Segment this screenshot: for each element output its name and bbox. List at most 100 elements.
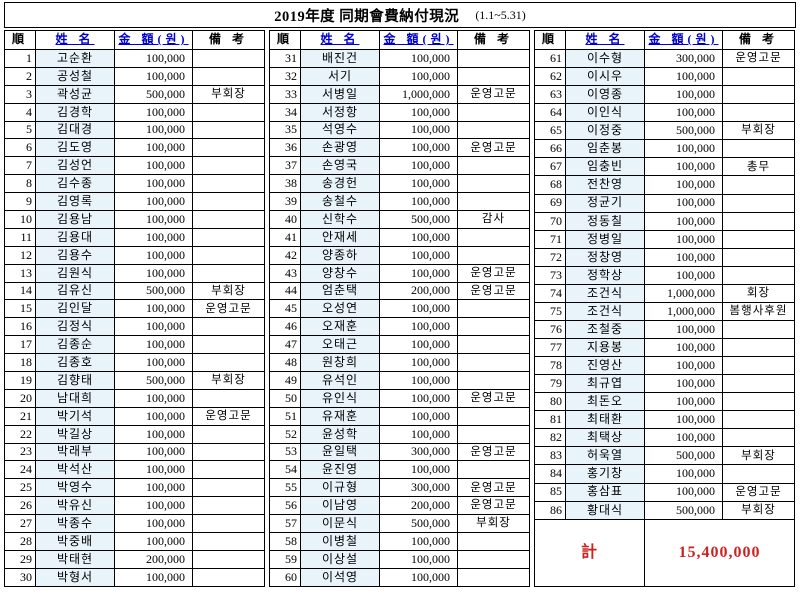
amount-cell: 100,000 [379, 335, 458, 355]
note-cell: 운영고문 [457, 84, 530, 104]
row-number-cell: 56 [269, 496, 301, 516]
name-cell: 홍삼표 [565, 482, 645, 502]
table-row: 59 이상설 100,000 [269, 549, 530, 569]
amount-cell: 100,000 [644, 85, 723, 105]
note-cell [192, 102, 265, 122]
table-row: 64 이인식 100,000 [534, 103, 795, 123]
table-row: 34 서정항 100,000 [269, 102, 530, 122]
table-row: 56 이남영 200,000 운영고문 [269, 496, 530, 516]
amount-cell: 100,000 [114, 406, 193, 426]
table-row: 78 진영산 100,000 [534, 356, 795, 376]
table-row: 76 조철중 100,000 [534, 319, 795, 340]
amount-cell: 500,000 [114, 371, 193, 390]
row-number-cell: 3 [4, 84, 36, 104]
name-cell: 김용수 [35, 245, 115, 265]
name-cell: 박길상 [35, 424, 115, 444]
name-cell: 곽성균 [35, 84, 115, 104]
row-number-cell: 27 [4, 514, 36, 534]
table-row: 85 홍삼표 100,000 운영고문 [534, 482, 795, 502]
amount-cell: 100,000 [379, 549, 458, 569]
fee-table-group-2: 順 姓 名 金 額(원) 備 考 31 배진건 100,000 32 서기 100,000… [269, 30, 530, 588]
note-cell: 부회장 [722, 500, 795, 521]
row-number-cell: 24 [4, 460, 36, 480]
row-number-cell: 48 [269, 353, 301, 373]
amount-cell: 100,000 [644, 410, 723, 430]
note-cell [722, 85, 795, 105]
table-row: 21 박기석 100,000 운영고문 [4, 406, 265, 426]
table-row: 24 박석산 100,000 [4, 460, 265, 480]
amount-cell: 100,000 [379, 138, 458, 158]
row-number-cell: 18 [4, 353, 36, 373]
row-number-cell: 62 [534, 67, 566, 87]
note-cell [722, 211, 795, 231]
table-row: 23 박래부 100,000 [4, 442, 265, 462]
name-cell: 최규엽 [565, 374, 645, 394]
note-cell: 운영고문 [457, 263, 530, 283]
note-cell [457, 227, 530, 247]
name-cell: 김수종 [35, 174, 115, 194]
table-row: 84 홍기창 100,000 [534, 464, 795, 484]
note-cell: 운영고문 [192, 299, 265, 319]
amount-cell: 100,000 [644, 193, 723, 213]
name-cell: 오재훈 [300, 317, 380, 337]
note-cell: 부회장 [192, 281, 265, 301]
row-number-cell: 86 [534, 500, 566, 521]
amount-cell: 100,000 [379, 353, 458, 373]
col-header-amount: 金 額(원) [379, 30, 458, 50]
amount-cell: 100,000 [379, 532, 458, 551]
name-cell: 양창수 [300, 263, 380, 283]
note-cell [192, 496, 265, 516]
row-number-cell: 4 [4, 102, 36, 122]
amount-cell: 100,000 [379, 245, 458, 265]
amount-cell: 100,000 [114, 227, 193, 247]
row-number-cell: 83 [534, 446, 566, 466]
row-number-cell: 21 [4, 406, 36, 426]
table-row: 58 이병철 100,000 [269, 532, 530, 551]
name-cell: 서정항 [300, 102, 380, 122]
name-cell: 이상설 [300, 549, 380, 569]
note-cell [722, 193, 795, 213]
name-cell: 손광영 [300, 138, 380, 158]
amount-cell: 100,000 [114, 567, 193, 588]
row-number-cell: 13 [4, 263, 36, 283]
name-cell: 김대경 [35, 120, 115, 140]
note-cell: 운영고문 [457, 138, 530, 158]
name-cell: 임춘봉 [565, 139, 645, 159]
table-row: 49 유석인 100,000 [269, 371, 530, 390]
row-number-cell: 30 [4, 567, 36, 588]
col-header-no: 順 [4, 30, 36, 50]
note-cell: 회장 [722, 283, 795, 303]
name-cell: 최돈오 [565, 392, 645, 412]
row-number-cell: 36 [269, 138, 301, 158]
table-row: 36 손광영 100,000 운영고문 [269, 138, 530, 158]
table-row: 18 김종호 100,000 [4, 353, 265, 373]
table-row: 75 조건식 1,000,000 봄행사후원 [534, 301, 795, 321]
note-cell [722, 139, 795, 159]
amount-cell: 300,000 [379, 478, 458, 498]
note-cell: 운영고문 [722, 482, 795, 502]
table-row: 68 전찬영 100,000 [534, 175, 795, 195]
amount-cell: 100,000 [114, 478, 193, 498]
note-cell [722, 247, 795, 267]
amount-cell: 100,000 [114, 514, 193, 534]
note-cell [722, 410, 795, 430]
name-cell: 이규형 [300, 478, 380, 498]
name-cell: 전찬영 [565, 175, 645, 195]
name-cell: 조철중 [565, 319, 645, 340]
table-row: 19 김향태 500,000 부회장 [4, 371, 265, 390]
col-header-amount: 金 額(원) [114, 30, 193, 50]
row-number-cell: 14 [4, 281, 36, 301]
name-cell: 김용대 [35, 227, 115, 247]
note-cell [192, 317, 265, 337]
row-number-cell: 33 [269, 84, 301, 104]
name-cell: 송경헌 [300, 174, 380, 194]
amount-cell: 100,000 [379, 460, 458, 480]
note-cell: 총무 [722, 157, 795, 177]
table-row: 70 정동칠 100,000 [534, 211, 795, 231]
row-number-cell: 70 [534, 211, 566, 231]
total-label: 計 [534, 519, 645, 587]
table-row: 14 김유신 500,000 부회장 [4, 281, 265, 301]
name-cell: 오성연 [300, 299, 380, 319]
name-cell: 송철수 [300, 192, 380, 212]
name-cell: 박유신 [35, 496, 115, 516]
